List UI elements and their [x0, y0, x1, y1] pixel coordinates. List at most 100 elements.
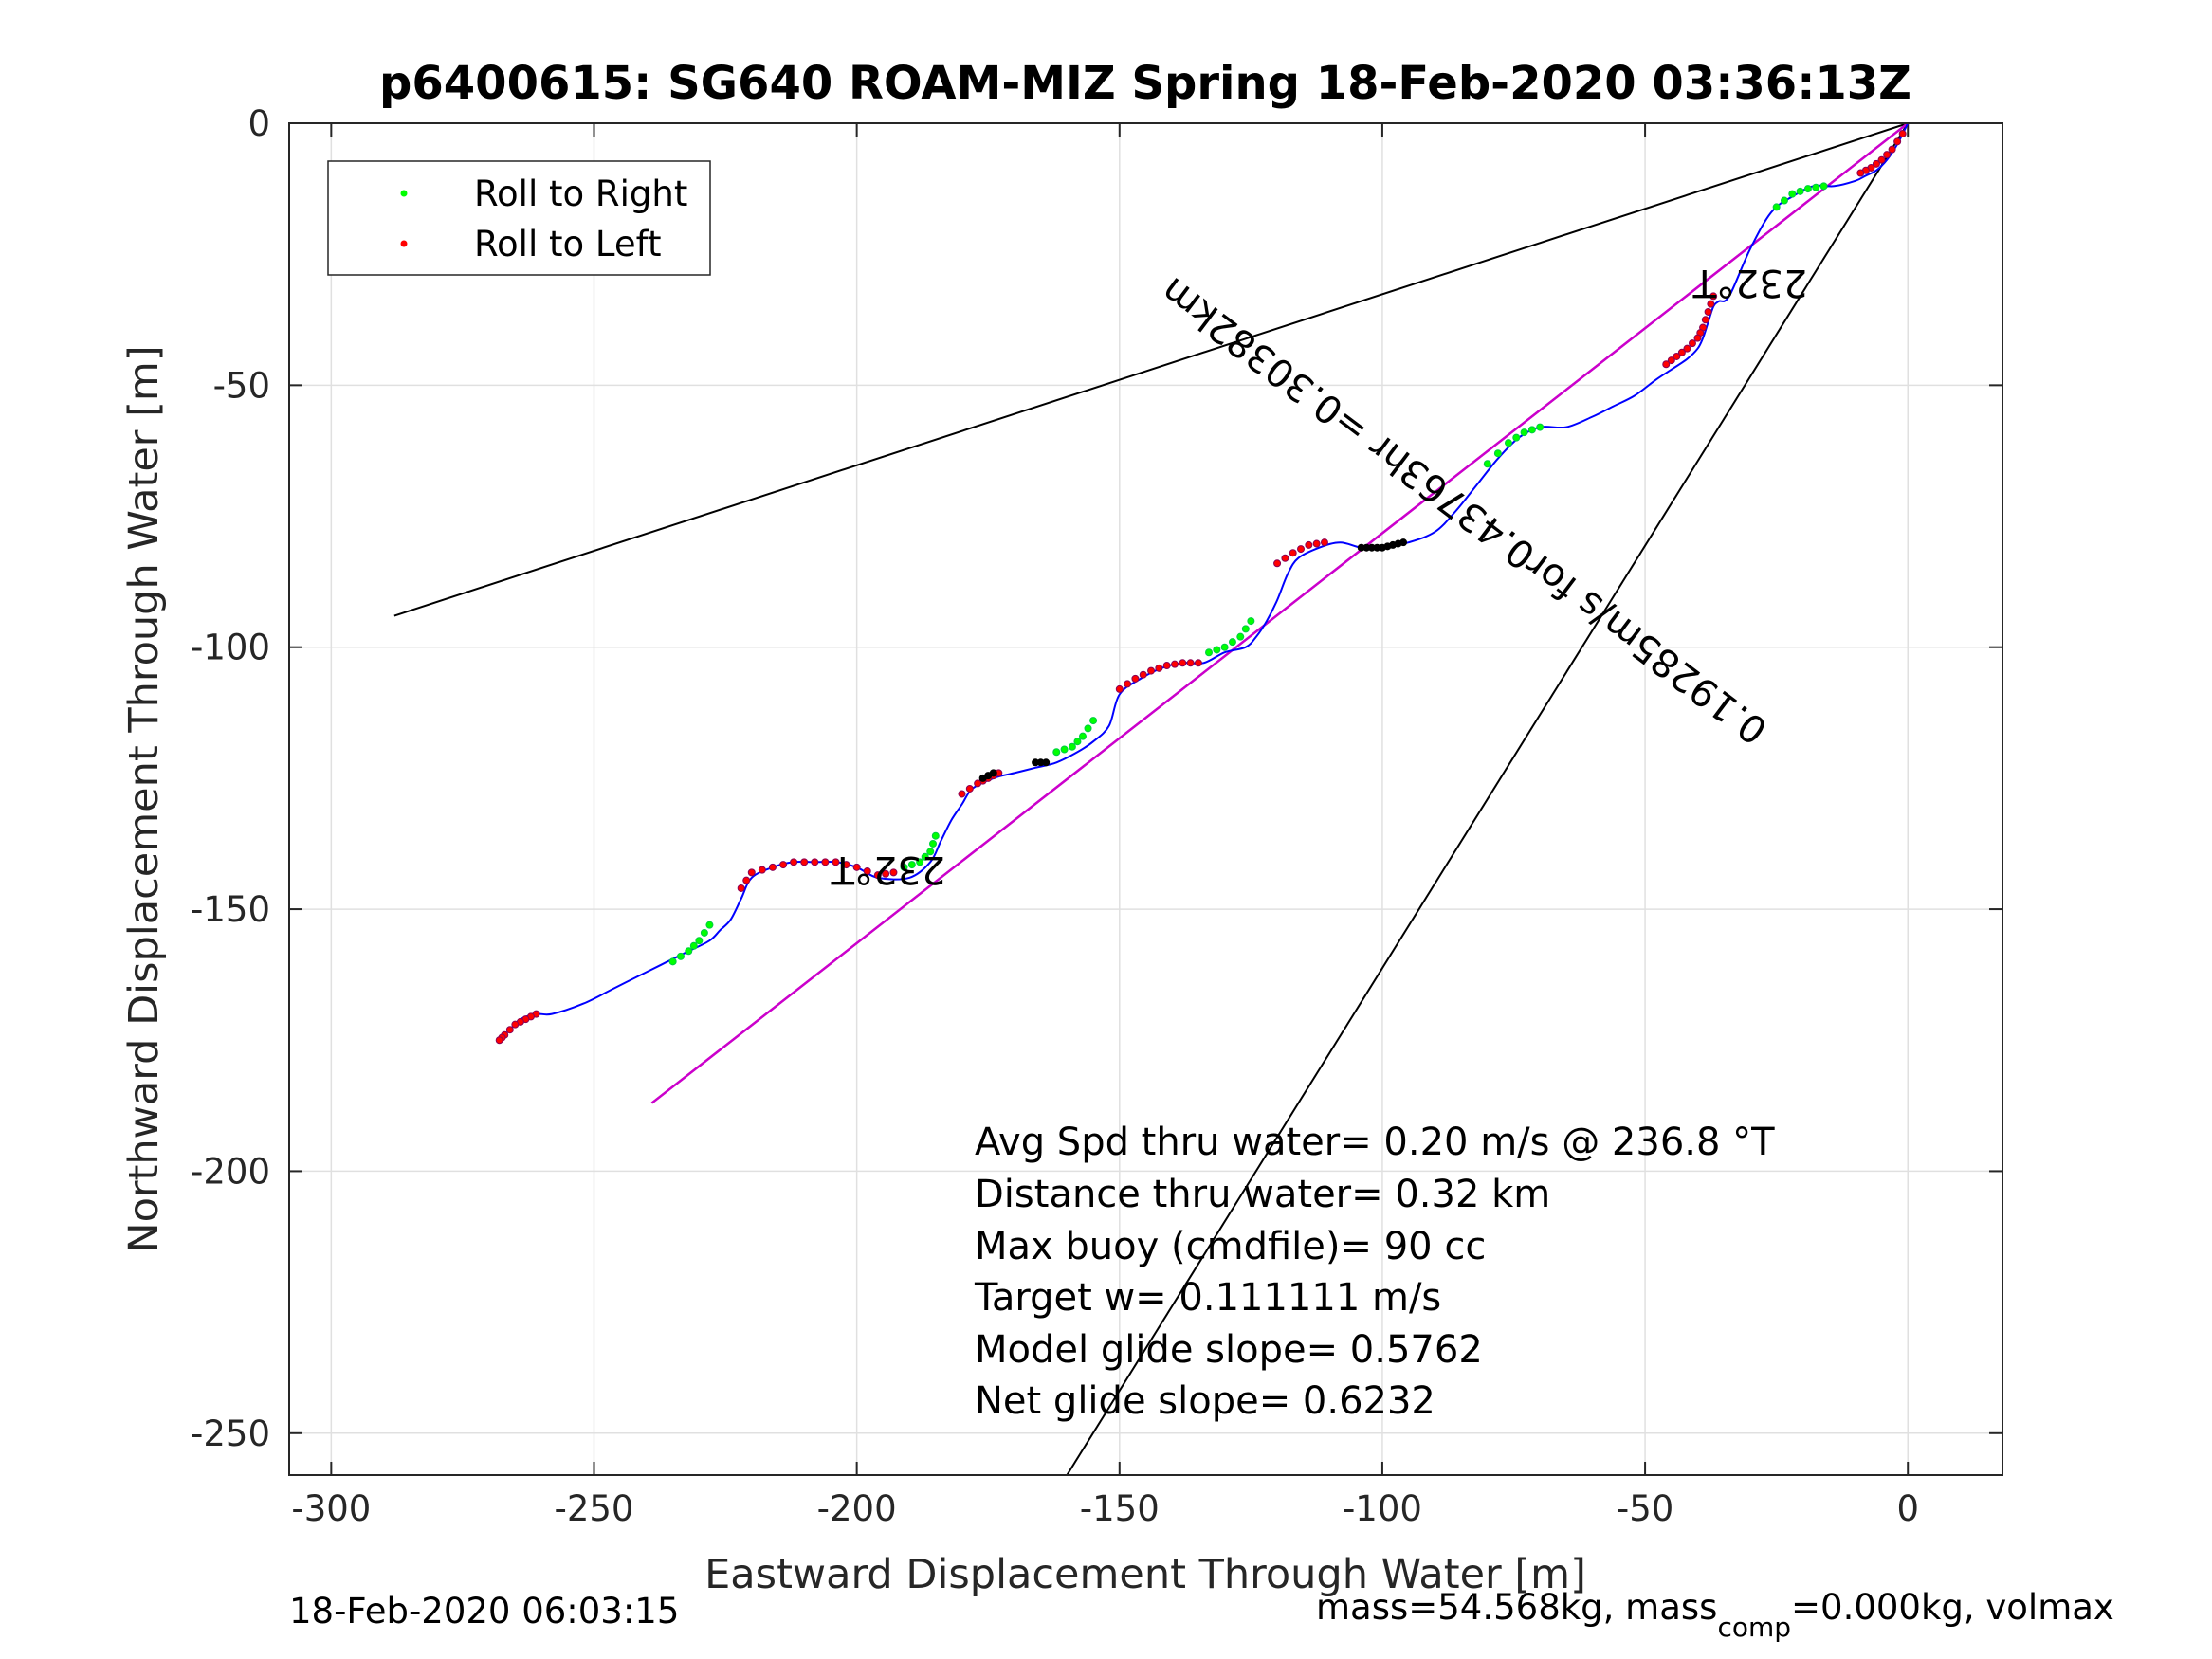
footer-mass-subscript: comp — [1717, 1612, 1791, 1643]
roll-left-point — [1289, 549, 1297, 557]
roll-left-point — [737, 884, 745, 892]
roll-right-point — [1078, 732, 1087, 740]
roll-right-point — [926, 848, 935, 856]
roll-right-point — [668, 957, 677, 966]
legend-marker-roll-right — [400, 190, 408, 197]
x-axis-label: Eastward Displacement Through Water [m] — [704, 1551, 1586, 1598]
x-tick-label: -50 — [1617, 1488, 1673, 1529]
average-velocity-line — [650, 123, 1909, 1104]
roll-right-point — [1089, 717, 1098, 725]
footer-mass-suffix: =0.000kg, volmax — [1791, 1587, 2114, 1628]
roll-right-point — [1812, 183, 1820, 191]
roll-right-point — [1241, 625, 1250, 633]
roll-left-point — [1273, 559, 1282, 568]
roll-left-point — [1683, 344, 1691, 353]
roll-left-point — [1688, 339, 1696, 348]
roll-left-point — [1194, 659, 1202, 667]
roll-left-point — [800, 858, 809, 866]
roll-left-point — [495, 1036, 503, 1045]
roll-right-point — [1803, 185, 1812, 193]
roll-left-point — [1162, 662, 1171, 670]
legend-label-roll-right: Roll to Right — [474, 173, 687, 214]
y-tick-label: -200 — [191, 1151, 270, 1192]
roll-left-point — [1893, 137, 1902, 146]
roll-right-point — [1213, 646, 1221, 654]
roll-right-point — [1527, 426, 1536, 434]
lower-bound-line — [1066, 123, 1910, 1475]
roll-left-point — [1898, 130, 1907, 138]
roll-right-point — [1052, 748, 1061, 757]
stat-net-glide-slope: Net glide slope= 0.6232 — [975, 1379, 1435, 1423]
roll-right-point — [1819, 182, 1828, 191]
plot-area — [289, 123, 2002, 1475]
roll-left-point — [873, 871, 882, 880]
roll-left-point — [974, 779, 982, 788]
roll-right-point — [1205, 648, 1214, 657]
roll-right-point — [1788, 190, 1797, 198]
roll-left-point — [1872, 159, 1880, 168]
y-tick-label: 0 — [247, 103, 270, 144]
footer-mass-prefix: mass=54.568kg, mass — [1316, 1587, 1717, 1628]
roll-left-point — [1677, 348, 1686, 356]
roll-left-point — [768, 863, 777, 871]
roll-left-point — [852, 863, 861, 871]
roll-left-point — [1883, 151, 1892, 159]
roll-right-point — [931, 831, 940, 840]
grid — [289, 122, 2002, 1475]
roll-left-point — [1155, 664, 1163, 672]
stat-target-w: Target w= 0.111111 m/s — [974, 1276, 1441, 1320]
reference-lines — [393, 123, 1910, 1475]
stat-avg-speed: Avg Spd thru water= 0.20 m/s @ 236.8 °T — [975, 1121, 1775, 1164]
roll-left-point — [965, 784, 974, 793]
roll-left-point — [790, 858, 798, 866]
roll-left-point — [742, 876, 751, 884]
roll-left-point — [1701, 316, 1709, 324]
roll-left-point — [779, 861, 788, 869]
x-tick-label: -100 — [1343, 1488, 1422, 1529]
roll-right-point — [916, 858, 924, 866]
roll-right-point — [1228, 638, 1236, 647]
roll-left-point — [1709, 292, 1718, 301]
stat-distance: Distance thru water= 0.32 km — [975, 1173, 1550, 1216]
roll-left-point — [1662, 360, 1671, 369]
roll-left-point — [1704, 307, 1712, 316]
roll-left-point — [758, 866, 766, 874]
roll-right-point — [921, 852, 929, 861]
x-tick-label: -300 — [291, 1488, 371, 1529]
roll-right-point — [1483, 460, 1491, 468]
roll-left-point — [863, 866, 871, 875]
legend-marker-roll-left — [400, 240, 408, 247]
footer-timestamp: 18-Feb-2020 06:03:15 — [289, 1591, 679, 1632]
roll-right-point — [1073, 738, 1082, 746]
roll-right-point — [1060, 745, 1069, 754]
y-tick-label: -150 — [191, 889, 270, 930]
roll-left-point — [1667, 356, 1675, 365]
chart-title: p6400615: SG640 ROAM-MIZ Spring 18-Feb-2… — [379, 57, 1911, 110]
roll-right-point — [695, 937, 704, 945]
track-mark-point — [1032, 758, 1040, 767]
roll-right-point — [1247, 617, 1255, 626]
roll-right-point — [676, 952, 685, 960]
roll-right-point — [1796, 187, 1804, 195]
y-tick-label: -250 — [191, 1413, 270, 1454]
roll-right-point — [1084, 724, 1092, 733]
stat-max-buoy: Max buoy (cmdfile)= 90 cc — [975, 1225, 1486, 1268]
track-mark-point — [1357, 543, 1365, 552]
annotation-label: 232°T — [831, 848, 945, 891]
roll-left-point — [1297, 545, 1306, 554]
roll-left-point — [958, 790, 966, 798]
footer-mass-info: mass=54.568kg, masscomp=0.000kg, volmax — [1316, 1587, 2114, 1643]
roll-right-points — [668, 182, 1828, 966]
roll-left-point — [505, 1026, 514, 1034]
roll-left-point — [1147, 666, 1156, 675]
roll-right-point — [1236, 632, 1245, 641]
roll-left-point — [1888, 145, 1896, 154]
legend: Roll to Right Roll to Left — [327, 160, 711, 276]
roll-right-point — [907, 861, 916, 869]
legend-box — [327, 160, 711, 276]
y-tick-label: -50 — [213, 365, 270, 406]
roll-left-point — [1877, 155, 1886, 164]
track-mark-point — [978, 774, 987, 782]
roll-left-point — [747, 868, 756, 877]
roll-left-point — [1179, 659, 1187, 667]
